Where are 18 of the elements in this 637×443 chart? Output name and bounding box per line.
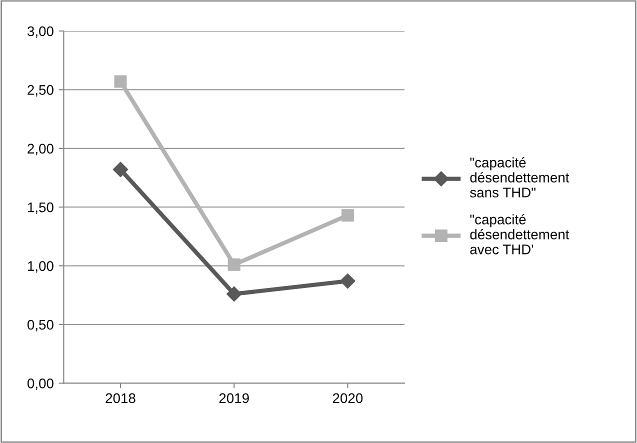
legend-label: "capacité désendettement sans THD" [470,157,570,198]
y-tick-label: 1,00 [28,261,54,273]
legend-label: "capacité désendettement avec THD' [470,214,570,254]
x-tick-label: 2019 [219,393,249,404]
y-tick-label: 2,50 [28,85,54,97]
point [228,258,240,271]
x-tick-label: 2018 [106,393,136,404]
y-tick-label: 0,00 [27,378,54,390]
point [341,209,354,222]
point [340,273,356,289]
point [114,75,127,88]
y-tick-label: 3,00 [27,26,54,38]
y-tick-label: 2,00 [28,144,54,156]
point [226,286,242,302]
y-tick-label: 1,50 [28,202,54,214]
y-tick-label: 0,50 [27,320,54,332]
x-tick-label: 2020 [332,393,363,404]
point [112,162,128,178]
